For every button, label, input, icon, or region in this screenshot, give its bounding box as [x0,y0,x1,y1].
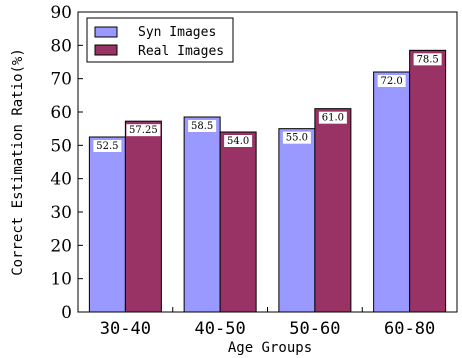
bar-value-label: 58.5 [191,121,213,132]
legend-swatch-syn [94,26,118,38]
legend: Syn Images Real Images [86,17,234,63]
bar-value-label-bg [126,124,161,137]
x-tick-label: 60-80 [384,319,435,339]
bar-syn-images [278,128,316,313]
bar-value-label: 57.25 [129,125,158,136]
bar-syn-images [88,136,126,313]
legend-swatch-real [94,44,118,56]
bar-labels: 52.5 58.5 55.0 72.0 57.25 54.0 61.0 78.5 [93,53,442,152]
bar-value-label-bg [93,140,122,152]
x-axis-title: Age Groups [228,340,312,356]
y-tick-label: 70 [50,70,72,90]
y-tick-label: 60 [50,103,72,123]
bar-value-label-bg [188,120,217,132]
bar-real-images [409,49,447,313]
y-tick-label: 90 [50,3,72,23]
bar-value-label-bg [224,135,253,147]
y-axis-title: Correct Estimation Ratio(%) [10,48,26,276]
y-tick-label: 30 [50,203,72,223]
bar-value-label: 55.0 [286,133,308,144]
bar-value-label: 78.5 [416,54,438,65]
y-axis: 0 10 20 30 40 50 60 70 80 90 [50,3,83,323]
bar-real-images [219,131,257,313]
bars [88,49,447,313]
y-tick-label: 80 [50,36,72,56]
y-tick-label: 20 [50,236,72,256]
bar-value-label-bg [377,75,406,87]
bar-real-images [314,108,352,313]
y-tick-label: 40 [50,170,72,190]
bar-value-label-bg [318,111,347,124]
x-axis: 30-40 40-50 50-60 60-80 [100,307,435,339]
bar-syn-images [183,116,221,313]
bar-value-label: 54.0 [227,136,249,147]
y-tick-label: 0 [61,303,72,323]
y-tick-label: 50 [50,136,72,156]
x-tick-label: 50-60 [289,319,340,339]
bar-value-label: 52.5 [96,141,118,152]
x-tick-label: 30-40 [100,319,151,339]
bar-syn-images [373,71,411,313]
legend-label-syn: Syn Images [138,25,216,40]
legend-label-real: Real Images [138,44,224,59]
bar-real-images [124,120,162,313]
x-tick-label: 40-50 [195,319,246,339]
bar-value-label-bg [282,131,311,144]
bar-value-label: 61.0 [322,113,344,124]
bar-value-label-bg [413,53,442,66]
bar-value-label: 72.0 [380,76,402,87]
y-tick-label: 10 [50,270,72,290]
